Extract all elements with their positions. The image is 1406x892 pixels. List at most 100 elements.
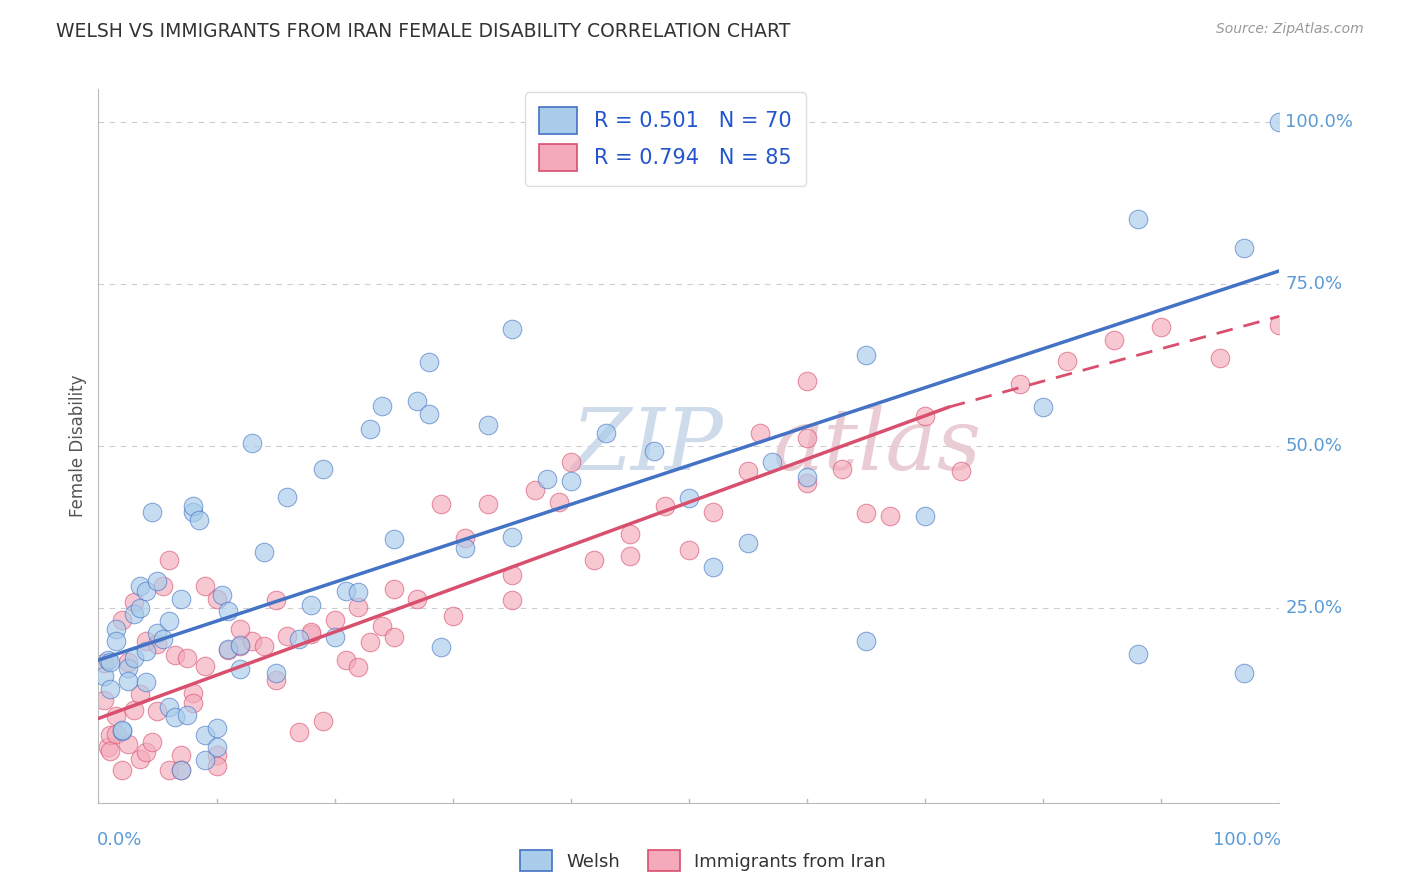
Point [1268,318,1291,333]
Point [165,710,187,724]
Point [312,714,335,728]
Point [477,417,499,432]
Point [157,699,180,714]
Point [253,545,276,559]
Point [93,692,115,706]
Point [181,696,204,710]
Point [205,758,228,772]
Legend: R = 0.501   N = 70, R = 0.794   N = 85: R = 0.501 N = 70, R = 0.794 N = 85 [524,93,806,186]
Point [406,394,429,409]
Point [619,549,641,563]
Point [170,748,193,763]
Point [105,727,128,741]
Text: atlas: atlas [772,405,981,487]
Text: ZIP: ZIP [571,405,723,487]
Point [430,497,453,511]
Point [97,653,120,667]
Point [595,426,617,441]
Point [548,494,571,508]
Legend: Welsh, Immigrants from Iran: Welsh, Immigrants from Iran [513,843,893,879]
Point [135,634,157,648]
Point [560,474,582,488]
Point [1126,211,1149,226]
Point [1233,241,1256,255]
Point [382,630,405,644]
Point [335,584,357,599]
Point [135,675,157,690]
Point [205,748,228,763]
Point [702,505,724,519]
Point [211,588,233,602]
Point [111,614,134,628]
Point [240,436,263,450]
Point [253,639,276,653]
Text: 0.0%: 0.0% [97,831,142,849]
Point [217,641,239,656]
Point [157,552,180,566]
Point [122,607,145,622]
Point [128,688,150,702]
Point [157,764,180,778]
Point [170,592,193,607]
Point [855,506,877,520]
Point [1032,400,1054,414]
Point [111,724,134,739]
Point [98,681,121,696]
Point [453,541,475,555]
Point [914,409,936,424]
Point [796,470,818,484]
Point [93,657,115,671]
Point [1150,320,1173,334]
Point [643,444,665,458]
Point [217,604,239,618]
Point [105,623,128,637]
Point [152,632,174,646]
Point [122,595,145,609]
Point [264,673,287,688]
Point [583,553,606,567]
Point [418,354,440,368]
Point [441,609,464,624]
Point [949,464,972,478]
Point [371,399,394,413]
Point [105,633,128,648]
Point [176,708,198,723]
Point [855,348,877,362]
Point [477,497,499,511]
Point [359,635,381,649]
Text: Source: ZipAtlas.com: Source: ZipAtlas.com [1216,22,1364,37]
Point [229,638,252,652]
Point [619,526,641,541]
Point [323,630,346,644]
Point [117,673,139,688]
Point [702,559,724,574]
Point [105,709,128,723]
Point [170,764,193,778]
Point [111,764,134,778]
Point [205,591,228,606]
Point [831,461,853,475]
Point [748,425,770,440]
Point [501,592,523,607]
Y-axis label: Female Disability: Female Disability [69,375,87,517]
Point [335,652,357,666]
Point [879,509,901,524]
Point [217,643,239,657]
Point [524,483,547,497]
Point [276,490,298,504]
Point [796,476,818,491]
Point [205,721,228,735]
Point [678,491,700,505]
Point [1209,351,1232,366]
Point [135,584,157,599]
Point [299,627,322,641]
Point [117,737,139,751]
Point [501,568,523,582]
Point [194,728,217,742]
Point [146,626,169,640]
Point [176,650,198,665]
Point [141,734,163,748]
Point [229,622,252,636]
Point [501,530,523,544]
Point [229,662,252,676]
